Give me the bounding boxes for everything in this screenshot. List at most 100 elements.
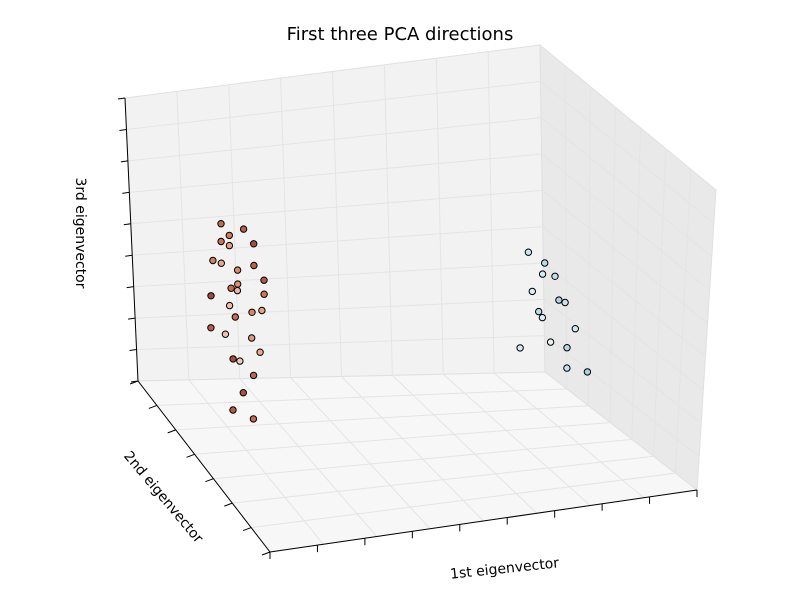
scatter-point xyxy=(524,248,533,256)
scatter-point xyxy=(209,256,217,265)
x-axis-line xyxy=(269,489,698,553)
scatter-point xyxy=(227,284,235,292)
z-axis-tick xyxy=(123,223,131,226)
y-axis-label: 2nd eigenvector xyxy=(120,448,206,546)
grid-line xyxy=(442,373,591,506)
scatter-point xyxy=(229,406,237,414)
grid-line xyxy=(135,298,544,319)
grid-line xyxy=(631,127,642,440)
scatter-point xyxy=(538,313,547,322)
z-axis-tick xyxy=(126,286,134,289)
scatter-point xyxy=(248,334,256,342)
grid-line xyxy=(543,262,704,391)
grid-line xyxy=(232,455,654,504)
grid-line xyxy=(543,298,702,424)
y-axis-tick xyxy=(167,429,176,434)
scatter-point xyxy=(233,286,242,295)
z-axis-tick xyxy=(129,349,137,352)
scatter-point xyxy=(583,368,592,376)
grid-line xyxy=(435,58,444,375)
grid-line xyxy=(290,377,431,530)
scatter-point xyxy=(571,325,579,333)
grid-line xyxy=(213,438,632,480)
grid-line xyxy=(251,472,676,529)
y-axis-tick xyxy=(205,478,214,483)
scatter-point xyxy=(207,292,215,300)
y-axis-tick xyxy=(224,502,233,507)
scatter-point xyxy=(221,330,230,338)
scatter-point xyxy=(256,348,264,356)
scatter-point xyxy=(535,307,543,316)
scatter-point xyxy=(258,306,266,315)
grid-line xyxy=(587,86,591,406)
y-axis-line xyxy=(137,380,271,553)
grid-line xyxy=(228,84,241,379)
y-axis-tick xyxy=(242,527,252,532)
scatter-point xyxy=(248,308,256,316)
scatter-point xyxy=(217,220,225,228)
scatter-point xyxy=(207,324,215,332)
back-pane xyxy=(124,44,546,382)
scatter-point xyxy=(225,301,234,310)
scatter-point xyxy=(234,280,242,288)
scatter-point xyxy=(516,344,524,352)
grid-line xyxy=(130,189,543,225)
grid-line xyxy=(332,71,342,377)
grid-line xyxy=(487,51,495,374)
z-axis-label: 3rd eigenvector xyxy=(72,177,88,288)
z-axis-tick xyxy=(128,317,136,320)
y-axis-tick xyxy=(261,551,271,556)
scatter-point xyxy=(551,272,559,280)
y-axis-tick xyxy=(186,453,195,458)
scatter-point xyxy=(217,259,226,267)
grid-line xyxy=(493,372,644,499)
scatter-point xyxy=(236,357,244,365)
scatter-point xyxy=(563,364,571,372)
scatter-point xyxy=(250,240,258,248)
grid-line xyxy=(127,117,542,162)
axes xyxy=(117,97,698,559)
grid-line xyxy=(609,107,616,423)
scatter-point xyxy=(249,415,258,423)
scatter-point xyxy=(250,261,258,270)
z-axis-line xyxy=(124,97,139,382)
grid-line xyxy=(129,153,542,193)
scatter-point xyxy=(260,290,268,298)
z-axis-tick xyxy=(125,254,133,257)
scatter-point xyxy=(260,276,268,284)
grid-line xyxy=(383,64,393,376)
chart-title: First three PCA directions xyxy=(287,24,514,45)
scatter-point xyxy=(538,270,547,278)
scatter-point xyxy=(229,355,237,363)
data-points xyxy=(207,220,592,423)
grid-line xyxy=(341,376,484,522)
z-axis-tick xyxy=(122,191,130,194)
z-axis-tick xyxy=(119,128,127,131)
grid-line xyxy=(564,65,568,389)
grid-line xyxy=(392,375,538,514)
grid-line xyxy=(239,378,378,537)
z-axis-tick xyxy=(120,160,128,163)
grid-line xyxy=(541,153,710,291)
z-axis-tick xyxy=(117,97,126,100)
grid-line xyxy=(674,169,692,474)
grid-line xyxy=(540,117,713,258)
x-axis-label: 1st eigenvector xyxy=(449,555,560,582)
grid-line xyxy=(188,379,324,545)
grid-line xyxy=(156,388,567,406)
scatter-point xyxy=(546,338,555,346)
scatter-point xyxy=(249,371,258,380)
scatter-point xyxy=(239,225,248,233)
grid-line xyxy=(136,335,545,351)
grid-lines xyxy=(126,51,715,545)
grid-line xyxy=(540,80,715,224)
grid-line xyxy=(176,91,190,380)
y-axis-tick xyxy=(129,380,139,385)
grid-line xyxy=(653,148,667,457)
grid-line xyxy=(132,226,543,256)
scatter-point xyxy=(563,344,571,352)
grid-line xyxy=(194,422,611,455)
grid-line xyxy=(542,226,706,358)
grid-line xyxy=(544,335,700,458)
